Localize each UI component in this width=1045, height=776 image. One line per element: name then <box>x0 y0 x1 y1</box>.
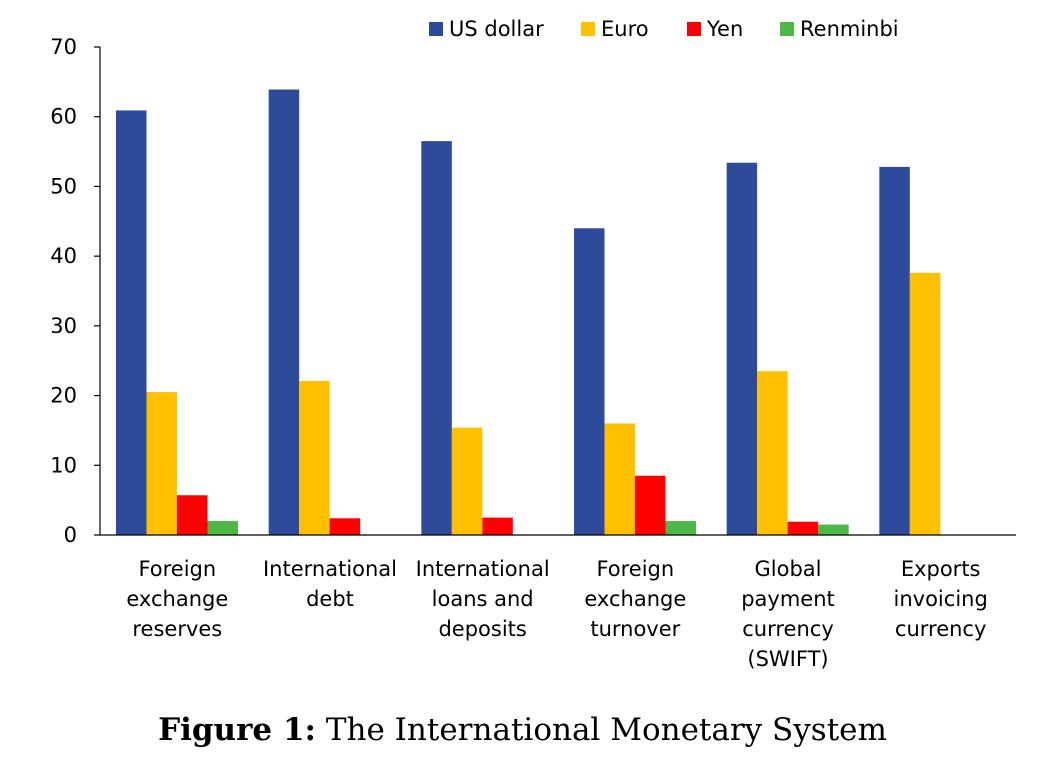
x-tick-label: International loans and deposits <box>416 557 550 641</box>
y-tick-label: 0 <box>64 523 77 547</box>
bar-us-dollar-2 <box>421 141 452 535</box>
bar-yen-1 <box>329 518 361 535</box>
bar-chart: US dollar Euro Yen Renminbi 0 10 20 30 40 50 60 70… <box>50 17 1016 671</box>
bar-us-dollar-0 <box>116 110 147 535</box>
y-tick-label: 30 <box>50 314 77 338</box>
bar-renminbi-3 <box>665 521 696 535</box>
x-tick-label: International debt <box>263 557 397 611</box>
y-tick-label: 20 <box>50 384 77 408</box>
bar-euro-4 <box>757 371 788 535</box>
y-tick-label: 70 <box>50 35 77 59</box>
bar-us-dollar-5 <box>879 166 910 535</box>
y-tick-label: 60 <box>50 105 77 129</box>
bar-renminbi-0 <box>207 521 238 535</box>
bar-renminbi-4 <box>818 524 849 535</box>
x-tick-label: Foreign exchange reserves <box>126 557 228 641</box>
bar-euro-2 <box>451 427 483 535</box>
bar-us-dollar-3 <box>574 228 605 535</box>
y-tick-label: 50 <box>50 174 77 198</box>
legend-swatch-renminbi <box>780 22 794 36</box>
y-tick-label: 40 <box>50 244 77 268</box>
bar-euro-1 <box>299 380 330 535</box>
bar-euro-3 <box>604 423 635 535</box>
bar-us-dollar-1 <box>268 89 300 536</box>
bar-us-dollar-4 <box>726 162 758 535</box>
bar-euro-0 <box>146 392 177 535</box>
legend-swatch-euro <box>581 22 595 36</box>
legend-label-us-dollar: US dollar <box>449 17 544 41</box>
x-tick-label: Global payment currency (SWIFT) <box>741 557 835 671</box>
bar-yen-2 <box>482 517 513 535</box>
figure-label: Figure 1: <box>158 712 316 748</box>
bar-yen-3 <box>635 475 666 535</box>
legend-swatch-us-dollar <box>429 22 443 36</box>
x-axis: Foreign exchange reserves International debt… <box>100 534 1016 671</box>
y-tick-label: 10 <box>50 453 77 477</box>
bar-yen-4 <box>787 521 819 535</box>
bars <box>116 89 941 536</box>
bar-yen-0 <box>177 495 208 535</box>
chart-legend: US dollar Euro Yen Renminbi <box>429 17 899 41</box>
legend-label-yen: Yen <box>706 17 743 41</box>
bar-euro-5 <box>909 272 941 535</box>
figure-caption: Figure 1: The International Monetary Sys… <box>0 712 1045 748</box>
legend-swatch-yen <box>687 22 701 36</box>
legend-label-renminbi: Renminbi <box>800 17 899 41</box>
x-tick-label: Foreign exchange turnover <box>584 557 686 641</box>
x-tick-label: Exports invoicing currency <box>894 557 988 641</box>
figure-title: The International Monetary System <box>325 712 887 748</box>
y-axis: 0 10 20 30 40 50 60 70 <box>50 35 101 547</box>
legend-label-euro: Euro <box>601 17 649 41</box>
